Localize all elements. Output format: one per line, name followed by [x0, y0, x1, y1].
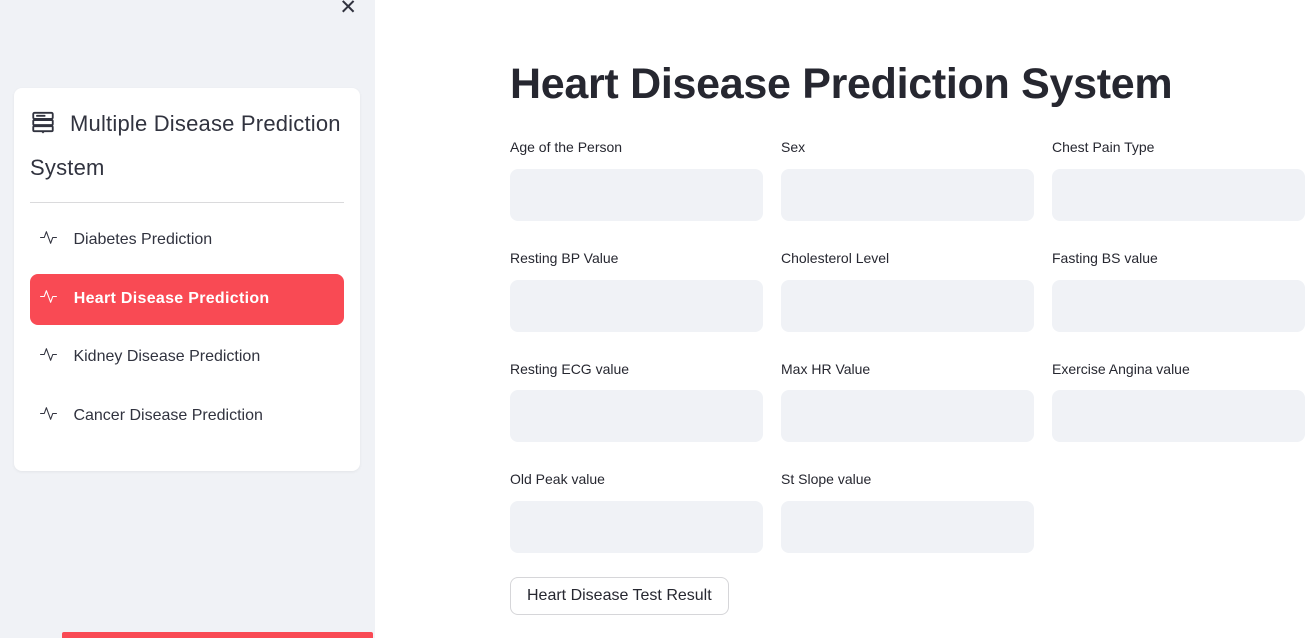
sidebar-item-heart-disease-prediction[interactable]: Heart Disease Prediction [30, 273, 344, 326]
sidebar-item-diabetes-prediction[interactable]: Diabetes Prediction [30, 215, 344, 267]
age-input[interactable] [510, 168, 763, 221]
sidebar-item-label: Heart Disease Prediction [73, 289, 270, 307]
field-exercise-angina: Exercise Angina value [1052, 361, 1305, 443]
activity-pulse-icon [40, 348, 61, 367]
fasting-bs-input[interactable] [1052, 279, 1305, 332]
field-label: Fasting BS value [1052, 249, 1158, 266]
field-resting-bp: Resting BP Value [510, 250, 763, 332]
sidebar-bottom-accent-bar [62, 632, 373, 638]
field-label: St Slope value [781, 471, 872, 488]
field-st-slope: St Slope value [781, 471, 1034, 554]
field-fasting-bs: Fasting BS value [1052, 250, 1305, 332]
field-chest-pain-type: Chest Pain Type [1052, 139, 1305, 221]
sidebar: ✕ Multiple Disease Prediction System [0, 0, 375, 638]
old-peak-input[interactable] [510, 501, 763, 554]
field-sex: Sex [781, 139, 1034, 221]
field-label: Cholesterol Level [781, 249, 890, 266]
sidebar-item-label: Kidney Disease Prediction [73, 348, 261, 366]
prediction-form: Age of the Person Sex Chest Pain Type Re… [510, 139, 1306, 554]
sidebar-title-text: Multiple Disease Prediction System [30, 111, 341, 181]
field-label: Old Peak value [510, 471, 605, 488]
sidebar-title: Multiple Disease Prediction System [30, 104, 344, 188]
sidebar-nav: Diabetes Prediction Heart Disease Predic… [30, 215, 344, 442]
resting-bp-input[interactable] [510, 279, 763, 332]
field-old-peak: Old Peak value [510, 471, 763, 554]
field-label: Sex [781, 139, 806, 155]
divider [30, 202, 344, 204]
main-content: Heart Disease Prediction System Age of t… [375, 0, 1306, 638]
close-icon[interactable]: ✕ [335, 0, 361, 22]
chest-pain-type-input[interactable] [1052, 168, 1305, 221]
cholesterol-input[interactable] [781, 279, 1034, 332]
field-age: Age of the Person [510, 139, 763, 221]
sex-input[interactable] [781, 168, 1034, 221]
sidebar-item-label: Cancer Disease Prediction [73, 406, 263, 424]
activity-pulse-icon [40, 231, 61, 250]
field-resting-ecg: Resting ECG value [510, 361, 763, 443]
field-cholesterol: Cholesterol Level [781, 250, 1034, 332]
max-hr-input[interactable] [781, 390, 1034, 443]
field-label: Max HR Value [781, 360, 871, 377]
sidebar-item-label: Diabetes Prediction [73, 231, 213, 249]
sidebar-menu-card: Multiple Disease Prediction System Diabe… [14, 88, 360, 472]
field-label: Resting BP Value [510, 249, 619, 266]
activity-pulse-icon [40, 289, 62, 309]
chat-lines-icon [30, 108, 56, 148]
resting-ecg-input[interactable] [510, 390, 763, 443]
exercise-angina-input[interactable] [1052, 390, 1305, 443]
field-max-hr: Max HR Value [781, 361, 1034, 443]
sidebar-item-cancer-disease-prediction[interactable]: Cancer Disease Prediction [30, 391, 344, 443]
field-label: Chest Pain Type [1052, 139, 1155, 155]
field-label: Resting ECG value [510, 360, 630, 377]
sidebar-item-kidney-disease-prediction[interactable]: Kidney Disease Prediction [30, 332, 344, 384]
field-label: Age of the Person [510, 139, 623, 155]
st-slope-input[interactable] [781, 501, 1034, 554]
page-title: Heart Disease Prediction System [510, 60, 1173, 108]
activity-pulse-icon [40, 406, 61, 426]
heart-disease-test-result-button[interactable]: Heart Disease Test Result [510, 577, 729, 616]
field-label: Exercise Angina value [1052, 360, 1190, 377]
